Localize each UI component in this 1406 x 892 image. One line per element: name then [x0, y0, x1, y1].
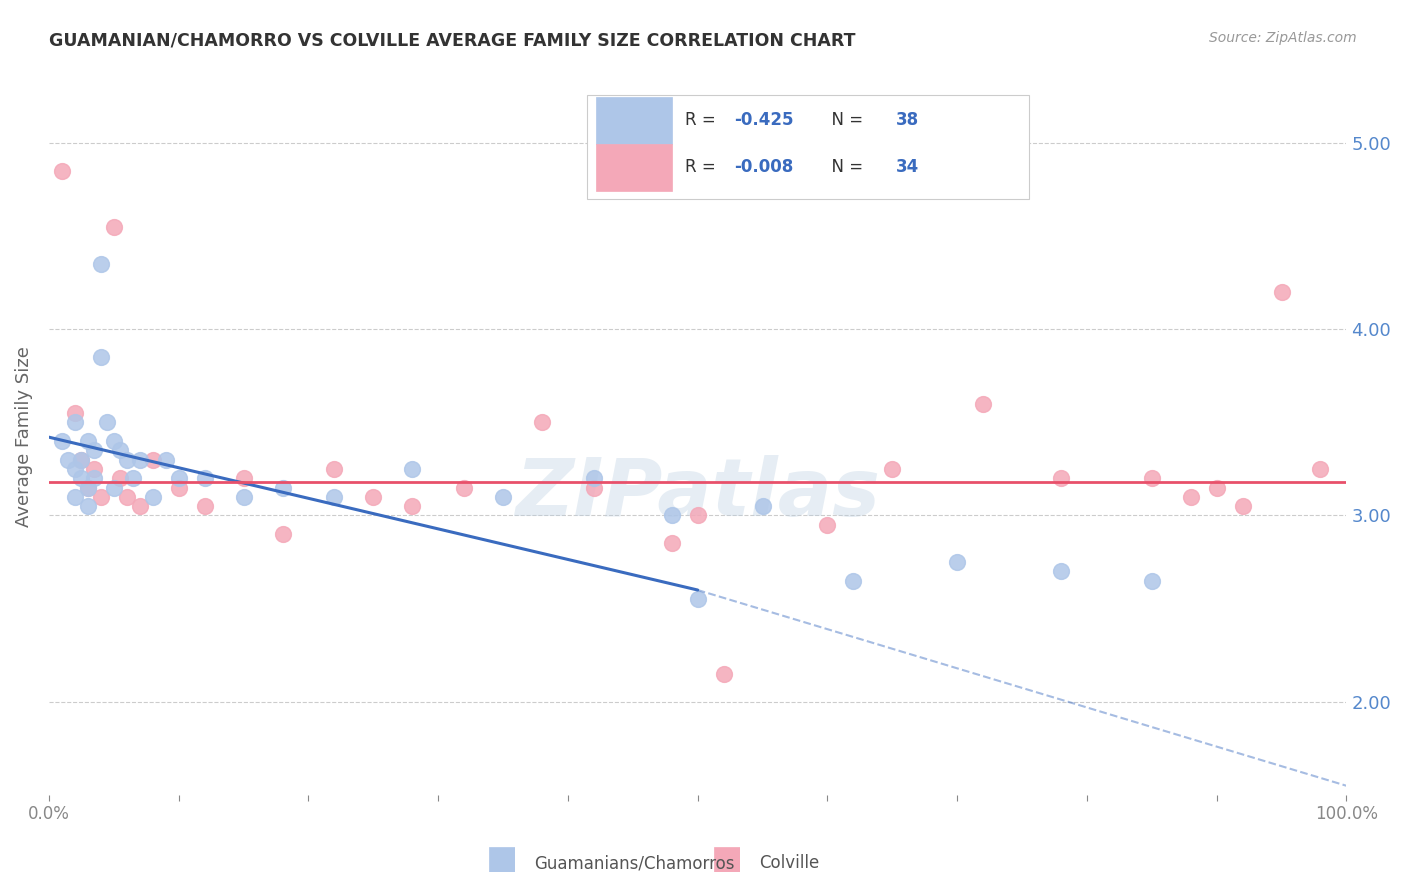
- Point: [70, 452, 93, 467]
- Point: [90, 490, 112, 504]
- Point: [96, 415, 118, 429]
- Text: 38: 38: [896, 112, 920, 129]
- Point: [1309, 462, 1331, 476]
- Text: Colville: Colville: [759, 855, 820, 872]
- Text: R =: R =: [685, 112, 721, 129]
- Text: -0.008: -0.008: [734, 158, 793, 177]
- Point: [77, 481, 100, 495]
- Point: [1270, 285, 1292, 299]
- FancyBboxPatch shape: [596, 97, 672, 144]
- Text: N =: N =: [821, 158, 869, 177]
- Point: [63, 490, 86, 504]
- Point: [751, 499, 773, 513]
- Point: [323, 462, 346, 476]
- Point: [142, 452, 165, 467]
- Point: [842, 574, 865, 588]
- Point: [90, 257, 112, 271]
- FancyBboxPatch shape: [596, 144, 672, 191]
- Y-axis label: Average Family Size: Average Family Size: [15, 346, 32, 526]
- Point: [115, 490, 138, 504]
- Point: [1232, 499, 1254, 513]
- Point: [1050, 471, 1073, 485]
- Point: [63, 406, 86, 420]
- Point: [661, 536, 683, 550]
- Point: [51, 434, 73, 448]
- Point: [103, 219, 125, 234]
- Point: [946, 555, 969, 569]
- Text: ZIPatlas: ZIPatlas: [515, 455, 880, 533]
- Point: [582, 471, 605, 485]
- Text: Guamanians/Chamorros: Guamanians/Chamorros: [534, 855, 735, 872]
- Point: [63, 415, 86, 429]
- Point: [661, 508, 683, 523]
- Point: [58, 452, 80, 467]
- Point: [167, 481, 190, 495]
- Point: [83, 443, 105, 458]
- Point: [1180, 490, 1202, 504]
- Point: [103, 481, 125, 495]
- Text: N =: N =: [821, 112, 869, 129]
- Point: [128, 452, 150, 467]
- Point: [530, 415, 553, 429]
- Point: [77, 434, 100, 448]
- FancyBboxPatch shape: [588, 95, 1029, 200]
- Point: [194, 499, 217, 513]
- Point: [713, 667, 735, 681]
- Point: [155, 452, 177, 467]
- Point: [815, 517, 838, 532]
- Text: R =: R =: [685, 158, 721, 177]
- Point: [271, 527, 294, 541]
- Point: [686, 508, 709, 523]
- Point: [1050, 565, 1073, 579]
- Text: 34: 34: [896, 158, 920, 177]
- Point: [401, 462, 423, 476]
- Point: [63, 462, 86, 476]
- Point: [83, 471, 105, 485]
- Point: [110, 471, 132, 485]
- Point: [70, 471, 93, 485]
- Point: [142, 490, 165, 504]
- Point: [194, 471, 217, 485]
- Point: [77, 481, 100, 495]
- Point: [128, 499, 150, 513]
- Point: [401, 499, 423, 513]
- Point: [271, 481, 294, 495]
- Text: Source: ZipAtlas.com: Source: ZipAtlas.com: [1209, 31, 1357, 45]
- Point: [1205, 481, 1227, 495]
- Point: [83, 462, 105, 476]
- Point: [1140, 574, 1163, 588]
- Point: [1140, 471, 1163, 485]
- Point: [103, 434, 125, 448]
- Point: [51, 163, 73, 178]
- Point: [167, 471, 190, 485]
- Point: [232, 490, 254, 504]
- Point: [323, 490, 346, 504]
- Point: [453, 481, 475, 495]
- Point: [70, 452, 93, 467]
- Point: [972, 397, 994, 411]
- Point: [492, 490, 515, 504]
- Point: [90, 350, 112, 364]
- Text: GUAMANIAN/CHAMORRO VS COLVILLE AVERAGE FAMILY SIZE CORRELATION CHART: GUAMANIAN/CHAMORRO VS COLVILLE AVERAGE F…: [49, 31, 856, 49]
- Point: [882, 462, 904, 476]
- Point: [582, 481, 605, 495]
- Point: [110, 443, 132, 458]
- Point: [122, 471, 145, 485]
- Point: [363, 490, 385, 504]
- Text: -0.425: -0.425: [734, 112, 793, 129]
- Point: [77, 499, 100, 513]
- Point: [232, 471, 254, 485]
- Point: [686, 592, 709, 607]
- Point: [115, 452, 138, 467]
